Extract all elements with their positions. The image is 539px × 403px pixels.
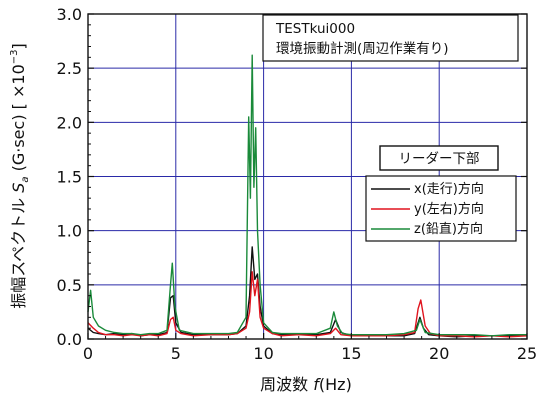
grid [88, 14, 527, 339]
y-tick-label: 1.0 [57, 222, 82, 241]
legend-label-y: y(左右)方向 [414, 201, 484, 217]
x-tick-label: 10 [253, 344, 273, 363]
legend: x(走行)方向 y(左右)方向 z(鉛直)方向 [365, 175, 517, 242]
x-axis-title-prefix: 周波数 [260, 375, 308, 394]
x-axis-title: 周波数 f(Hz) [260, 375, 352, 394]
legend-label-z: z(鉛直)方向 [414, 221, 483, 237]
y-tick-label: 0.5 [57, 276, 82, 295]
y-axis-ticks: 0.0 0.5 1.0 1.5 2.0 2.5 3.0 [57, 5, 527, 349]
y-axis-symbol: S [9, 183, 28, 193]
x-axis-ticks: 0 5 10 15 20 25 [83, 333, 537, 363]
legend-title-box: リーダー下部 [379, 145, 499, 171]
annotation-box: TESTkui000 環境振動計測(周辺作業有り) [262, 14, 519, 62]
x-tick-label: 5 [171, 344, 181, 363]
y-axis-title-prefix: 振幅スペクトル [9, 198, 28, 309]
annotation-line1: TESTkui000 [275, 21, 355, 37]
y-axis-subscript: a [20, 176, 31, 182]
legend-title: リーダー下部 [399, 151, 480, 167]
x-tick-label: 0 [83, 344, 93, 363]
y-axis-unit: (G·sec) [ ×10 [9, 64, 28, 171]
y-tick-label: 2.0 [57, 113, 82, 132]
y-axis-close: ] [9, 43, 28, 49]
series-line-2 [87, 54, 527, 337]
y-tick-label: 3.0 [57, 5, 82, 24]
series-line-1 [87, 271, 528, 338]
plot-series [87, 54, 528, 338]
y-axis-title: 振幅スペクトル Sa (G·sec) [ ×10−3] [9, 43, 31, 309]
y-axis-exponent: −3 [9, 50, 20, 65]
x-axis-symbol: f [313, 375, 321, 394]
annotation-line2: 環境振動計測(周辺作業有り) [276, 41, 449, 57]
x-axis-unit: (Hz) [319, 375, 352, 394]
x-tick-label: 15 [341, 344, 361, 363]
y-tick-label: 1.5 [57, 168, 82, 187]
legend-label-x: x(走行)方向 [414, 181, 484, 197]
x-tick-label: 25 [517, 344, 537, 363]
x-tick-label: 20 [429, 344, 449, 363]
series-line-0 [87, 246, 527, 338]
y-tick-label: 2.5 [57, 59, 82, 78]
y-tick-label: 0.0 [57, 330, 82, 349]
